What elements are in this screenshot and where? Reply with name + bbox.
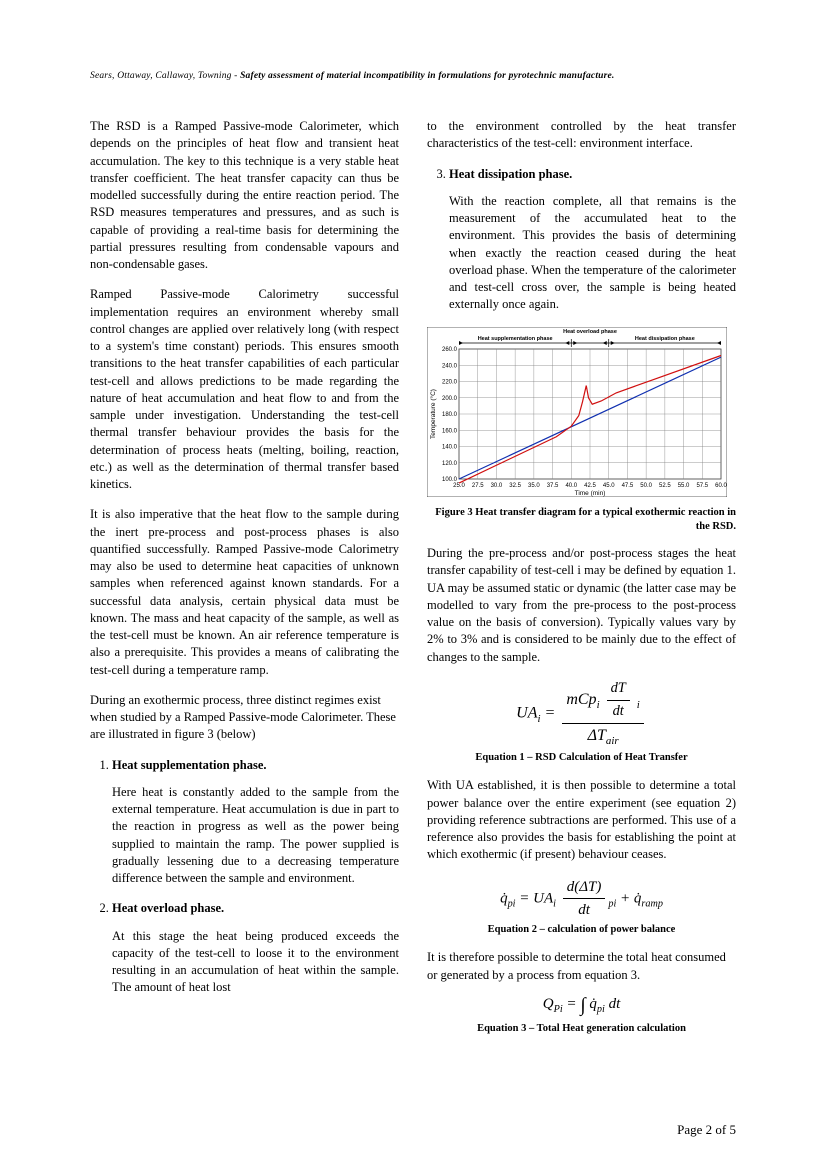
svg-text:220.0: 220.0	[442, 379, 458, 385]
page-footer: Page 2 of 5	[677, 1121, 736, 1139]
svg-text:140.0: 140.0	[442, 444, 458, 450]
phase-3-heading: Heat dissipation phase.	[449, 167, 572, 181]
phase-1-body: Here heat is constantly added to the sam…	[112, 784, 399, 888]
equation-2: q̇pi = UAi d(ΔT)dtpi + q̇ramp	[427, 877, 736, 921]
para-pre-post: During the pre-process and/or post-proce…	[427, 545, 736, 666]
svg-text:55.0: 55.0	[678, 483, 690, 489]
para-ua-established: With UA established, it is then possible…	[427, 777, 736, 863]
phase-list: Heat supplementation phase. Here heat is…	[90, 757, 399, 997]
svg-text:25.0: 25.0	[453, 483, 465, 489]
equation-1-caption: Equation 1 – RSD Calculation of Heat Tra…	[427, 751, 736, 765]
para-regimes-intro: During an exothermic process, three dist…	[90, 692, 399, 744]
svg-text:Time (min): Time (min)	[575, 490, 606, 497]
para-rsd-intro: The RSD is a Ramped Passive-mode Calorim…	[90, 118, 399, 273]
phase-1-heading: Heat supplementation phase.	[112, 758, 267, 772]
svg-text:Heat overload phase: Heat overload phase	[563, 329, 617, 335]
svg-text:42.5: 42.5	[584, 483, 596, 489]
svg-text:180.0: 180.0	[442, 412, 458, 418]
svg-text:30.0: 30.0	[491, 483, 503, 489]
svg-text:260.0: 260.0	[442, 347, 458, 353]
svg-text:52.5: 52.5	[659, 483, 671, 489]
svg-text:27.5: 27.5	[472, 483, 484, 489]
phase-3: Heat dissipation phase. With the reactio…	[449, 166, 736, 314]
svg-text:Temperature (°C): Temperature (°C)	[429, 389, 437, 439]
para-heat-flow: It is also imperative that the heat flow…	[90, 506, 399, 679]
svg-text:45.0: 45.0	[603, 483, 615, 489]
svg-text:50.0: 50.0	[640, 483, 652, 489]
svg-text:47.5: 47.5	[622, 483, 634, 489]
svg-text:37.5: 37.5	[547, 483, 559, 489]
svg-text:Heat dissipation phase: Heat dissipation phase	[635, 336, 695, 342]
svg-text:200.0: 200.0	[442, 395, 458, 401]
para-total-heat: It is therefore possible to determine th…	[427, 949, 736, 984]
phase-3-body: With the reaction complete, all that rem…	[449, 193, 736, 314]
equation-3-caption: Equation 3 – Total Heat generation calcu…	[427, 1022, 736, 1036]
svg-text:40.0: 40.0	[565, 483, 577, 489]
svg-text:35.0: 35.0	[528, 483, 540, 489]
equation-1: UAi = mCpi dTdt iΔTair	[427, 679, 736, 749]
phase-2-heading: Heat overload phase.	[112, 901, 224, 915]
page-header: Sears, Ottaway, Callaway, Towning - Safe…	[90, 70, 736, 83]
phase-2-body: At this stage the heat being produced ex…	[112, 928, 399, 997]
figure-3-caption: Figure 3 Heat transfer diagram for a typ…	[427, 506, 736, 533]
svg-text:60.0: 60.0	[715, 483, 727, 489]
header-authors: Sears, Ottaway, Callaway, Towning -	[90, 71, 240, 81]
para-environment: to the environment controlled by the hea…	[427, 118, 736, 153]
phase-list-cont: Heat dissipation phase. With the reactio…	[427, 166, 736, 314]
svg-text:120.0: 120.0	[442, 460, 458, 466]
header-title: Safety assessment of material incompatib…	[240, 71, 614, 81]
figure-3-chart: 100.0120.0140.0160.0180.0200.0220.0240.0…	[427, 327, 736, 502]
svg-text:240.0: 240.0	[442, 363, 458, 369]
equation-2-caption: Equation 2 – calculation of power balanc…	[427, 923, 736, 937]
svg-text:Heat supplementation phase: Heat supplementation phase	[478, 336, 553, 342]
svg-text:160.0: 160.0	[442, 428, 458, 434]
equation-3: QPi = ∫ q̇pi dt	[427, 993, 736, 1020]
phase-1: Heat supplementation phase. Here heat is…	[112, 757, 399, 888]
para-implementation: Ramped Passive-mode Calorimetry successf…	[90, 286, 399, 493]
svg-text:57.5: 57.5	[696, 483, 708, 489]
phase-2: Heat overload phase. At this stage the h…	[112, 900, 399, 996]
svg-text:32.5: 32.5	[509, 483, 521, 489]
two-column-body: The RSD is a Ramped Passive-mode Calorim…	[90, 118, 736, 1078]
figure-3-svg: 100.0120.0140.0160.0180.0200.0220.0240.0…	[427, 327, 727, 497]
